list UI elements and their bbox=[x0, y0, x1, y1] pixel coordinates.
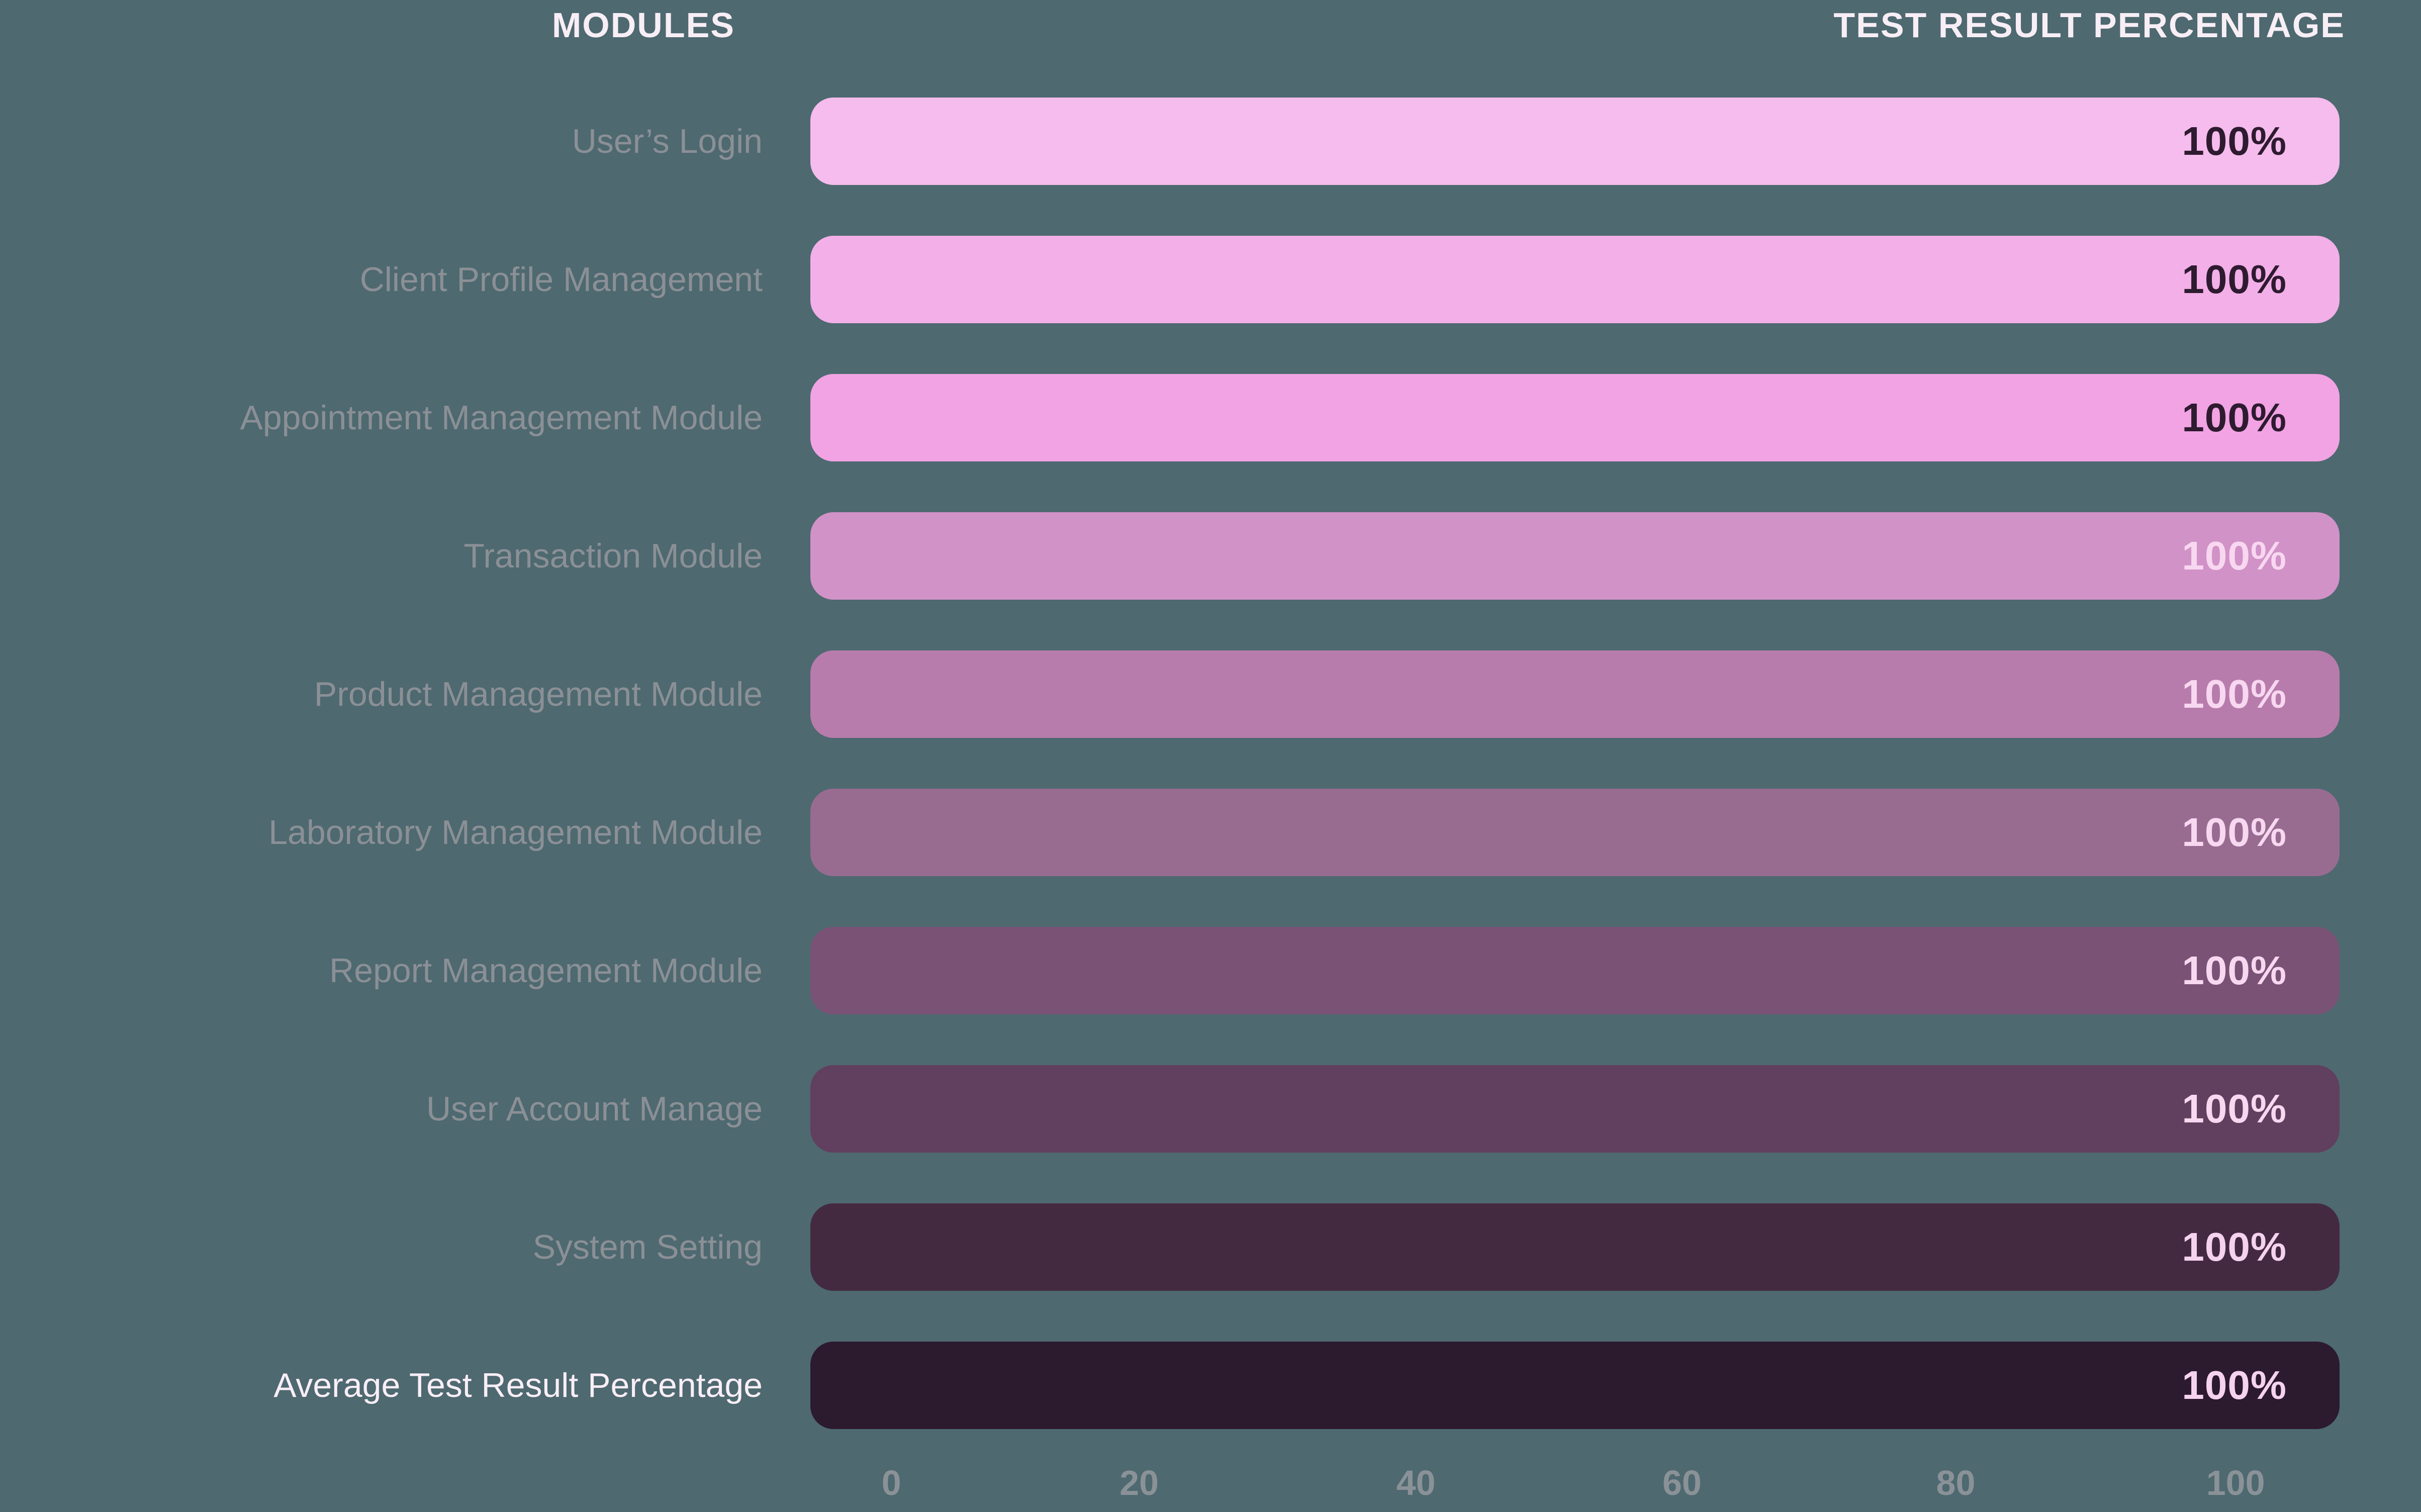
bar-value-label: 100% bbox=[2182, 948, 2287, 993]
bar-value-label: 100% bbox=[2182, 1362, 2287, 1407]
bar-value-label: 100% bbox=[2182, 395, 2287, 440]
bar: 100% bbox=[810, 512, 2340, 600]
bar-value-label: 100% bbox=[2182, 671, 2287, 716]
x-axis-tick-label: 100 bbox=[2206, 1463, 2265, 1502]
result-column-header: TEST RESULT PERCENTAGE bbox=[1833, 6, 2345, 45]
chart-row: Client Profile Management 100% bbox=[0, 210, 2340, 348]
chart-row: System Setting 100% bbox=[0, 1178, 2340, 1316]
chart-row: Average Test Result Percentage 100% bbox=[0, 1316, 2340, 1454]
row-label: Average Test Result Percentage bbox=[273, 1366, 763, 1404]
x-axis-tick-label: 60 bbox=[1662, 1463, 1702, 1502]
chart-row: User Account Manage 100% bbox=[0, 1040, 2340, 1178]
bar: 100% bbox=[810, 788, 2340, 876]
bar-value-label: 100% bbox=[2182, 1224, 2287, 1269]
chart-row: Report Management Module 100% bbox=[0, 901, 2340, 1040]
x-axis: 0 20 40 60 80 100 bbox=[810, 1455, 2340, 1510]
bar-value-label: 100% bbox=[2182, 533, 2287, 578]
chart-row: Appointment Management Module 100% bbox=[0, 348, 2340, 487]
bar: 100% bbox=[810, 1065, 2340, 1153]
row-label: User Account Manage bbox=[426, 1089, 763, 1128]
chart-row: User’s Login 100% bbox=[0, 72, 2340, 210]
bar: 100% bbox=[810, 926, 2340, 1014]
row-label: Report Management Module bbox=[329, 951, 763, 990]
bar: 100% bbox=[810, 97, 2340, 185]
row-label: System Setting bbox=[532, 1227, 763, 1266]
bar: 100% bbox=[810, 373, 2340, 461]
bar: 100% bbox=[810, 235, 2340, 323]
chart-row: Laboratory Management Module 100% bbox=[0, 763, 2340, 901]
bar-value-label: 100% bbox=[2182, 809, 2287, 855]
row-label: Transaction Module bbox=[463, 536, 763, 575]
modules-column-header: MODULES bbox=[552, 6, 735, 45]
chart-row: Product Management Module 100% bbox=[0, 625, 2340, 763]
bar-value-label: 100% bbox=[2182, 256, 2287, 302]
x-axis-tick-label: 0 bbox=[881, 1463, 901, 1502]
chart-rows: User’s Login 100% Client Profile Managemen… bbox=[0, 72, 2340, 1454]
row-label: Laboratory Management Module bbox=[268, 813, 763, 852]
bar: 100% bbox=[810, 1203, 2340, 1291]
row-label: User’s Login bbox=[572, 122, 763, 160]
bar: 100% bbox=[810, 650, 2340, 738]
x-axis-tick-label: 20 bbox=[1120, 1463, 1159, 1502]
row-label: Appointment Management Module bbox=[240, 398, 763, 437]
row-label: Product Management Module bbox=[314, 675, 763, 713]
chart-row: Transaction Module 100% bbox=[0, 487, 2340, 625]
bar: 100% bbox=[810, 1341, 2340, 1429]
bar-value-label: 100% bbox=[2182, 1086, 2287, 1131]
bar-value-label: 100% bbox=[2182, 118, 2287, 163]
row-label: Client Profile Management bbox=[359, 260, 763, 299]
x-axis-tick-label: 40 bbox=[1396, 1463, 1436, 1502]
x-axis-tick-label: 80 bbox=[1936, 1463, 1976, 1502]
